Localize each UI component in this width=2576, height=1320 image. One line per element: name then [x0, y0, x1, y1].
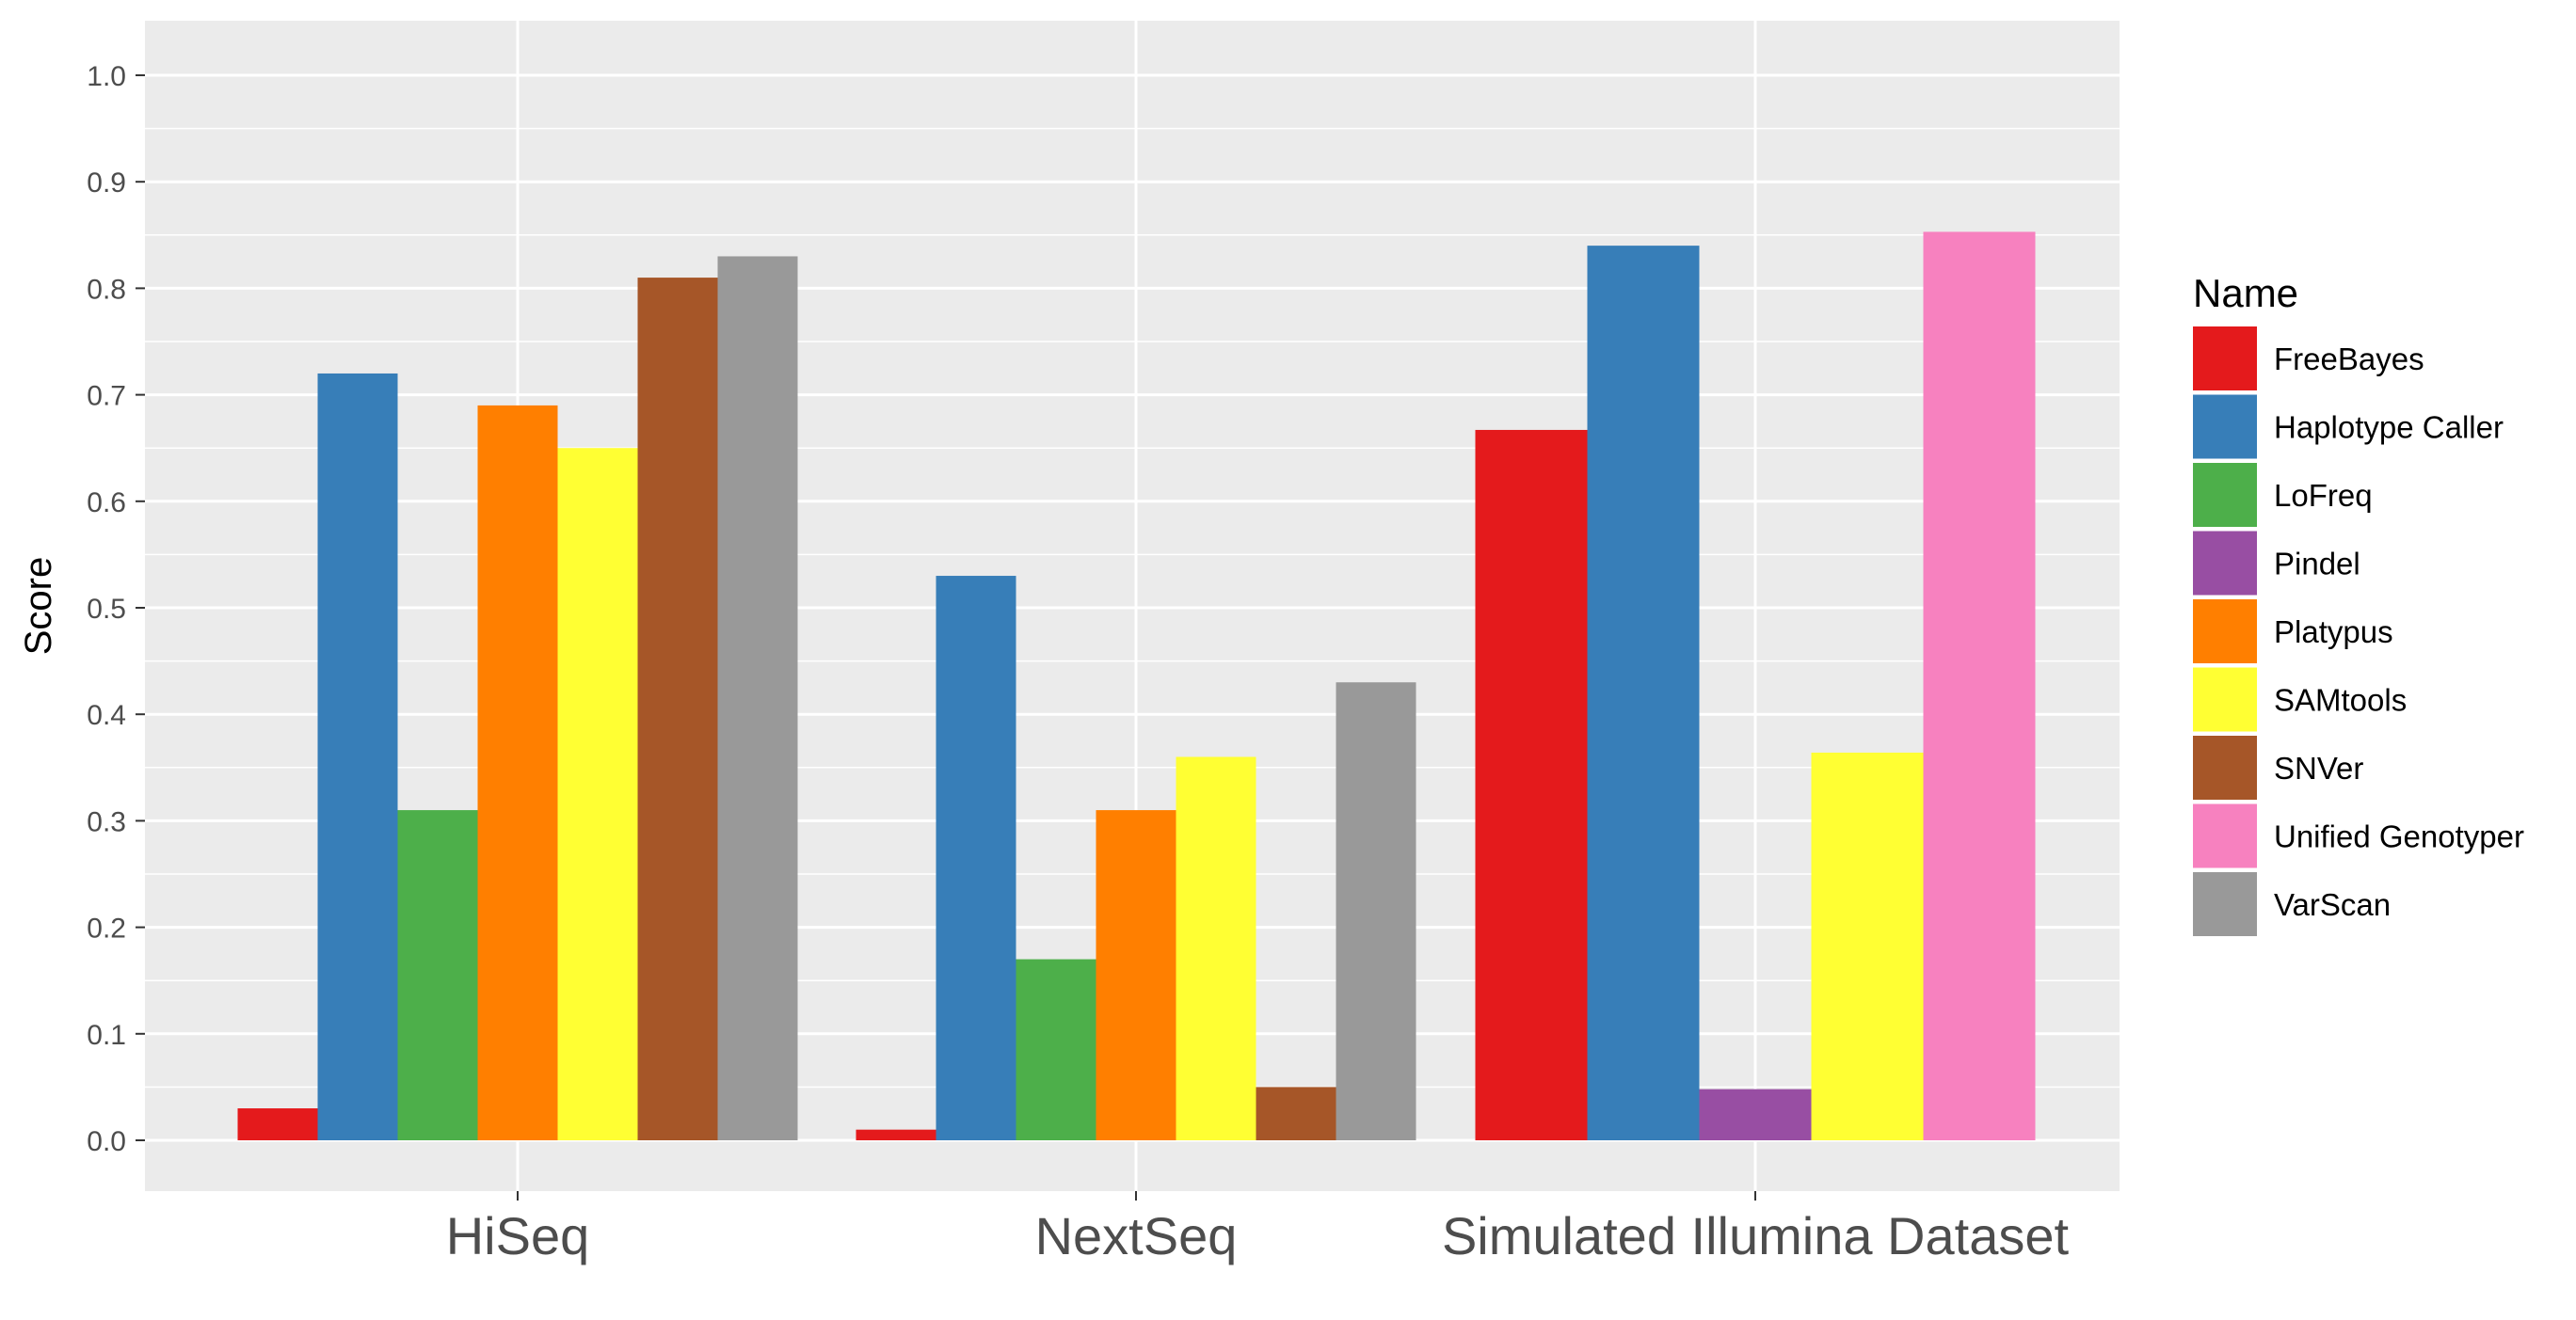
bar [1923, 231, 2036, 1141]
y-tick-label: 0.3 [87, 806, 126, 837]
bar [317, 373, 398, 1141]
legend: Name FreeBayes Haplotype Caller LoFreq Pind… [2193, 271, 2524, 936]
legend-title: Name [2193, 271, 2298, 315]
bar [1811, 752, 1924, 1140]
y-tick-label: 0.0 [87, 1126, 126, 1157]
legend-label: SAMtools [2274, 683, 2407, 718]
y-tick-label: 0.9 [87, 167, 126, 199]
x-tick-label: NextSeq [1035, 1206, 1238, 1265]
bar [1256, 1087, 1336, 1140]
y-tick-label: 0.4 [87, 700, 126, 731]
y-tick-label: 0.6 [87, 487, 126, 518]
bar [856, 1129, 936, 1140]
legend-key [2193, 667, 2257, 732]
y-tick-label: 0.1 [87, 1020, 126, 1051]
legend-label: Platypus [2274, 614, 2393, 649]
bars [237, 231, 2036, 1141]
bar [237, 1108, 318, 1140]
bar [1336, 682, 1416, 1140]
legend-key [2193, 736, 2257, 800]
y-tick-label: 0.2 [87, 914, 126, 945]
legend-label: Pindel [2274, 547, 2360, 581]
legend-key [2193, 872, 2257, 936]
bar [1016, 959, 1096, 1140]
bar [1176, 756, 1256, 1140]
legend-key [2193, 394, 2257, 459]
bar [936, 576, 1016, 1140]
legend-label: VarScan [2274, 887, 2391, 922]
y-tick-label: 1.0 [87, 61, 126, 92]
bar [1587, 246, 1700, 1140]
legend-label: LoFreq [2274, 478, 2373, 513]
y-tick-label: 0.5 [87, 594, 126, 625]
x-axis: HiSeq NextSeq Simulated Illumina Dataset [446, 1191, 2070, 1265]
y-tick-label: 0.7 [87, 381, 126, 412]
x-tick-label: Simulated Illumina Dataset [1442, 1206, 2070, 1265]
bar [477, 405, 558, 1140]
bar [717, 256, 798, 1140]
y-axis: 0.0 0.1 0.2 0.3 0.4 0.5 0.6 0.7 0.8 0.9 1.0 [87, 61, 145, 1157]
legend-label: FreeBayes [2274, 342, 2424, 376]
y-tick-label: 0.8 [87, 274, 126, 305]
bar [637, 278, 718, 1141]
bar [1475, 429, 1588, 1140]
legend-key [2193, 599, 2257, 663]
bar [1699, 1089, 1812, 1140]
legend-key [2193, 803, 2257, 868]
y-axis-title: Score [18, 557, 59, 656]
bar [1096, 810, 1176, 1140]
bar [557, 448, 638, 1140]
x-tick-label: HiSeq [446, 1206, 590, 1265]
bar [397, 810, 478, 1140]
legend-key [2193, 463, 2257, 527]
legend-key [2193, 531, 2257, 596]
legend-label: Haplotype Caller [2274, 410, 2504, 445]
legend-label: Unified Genotyper [2274, 819, 2524, 854]
legend-key [2193, 326, 2257, 390]
legend-label: SNVer [2274, 751, 2363, 786]
